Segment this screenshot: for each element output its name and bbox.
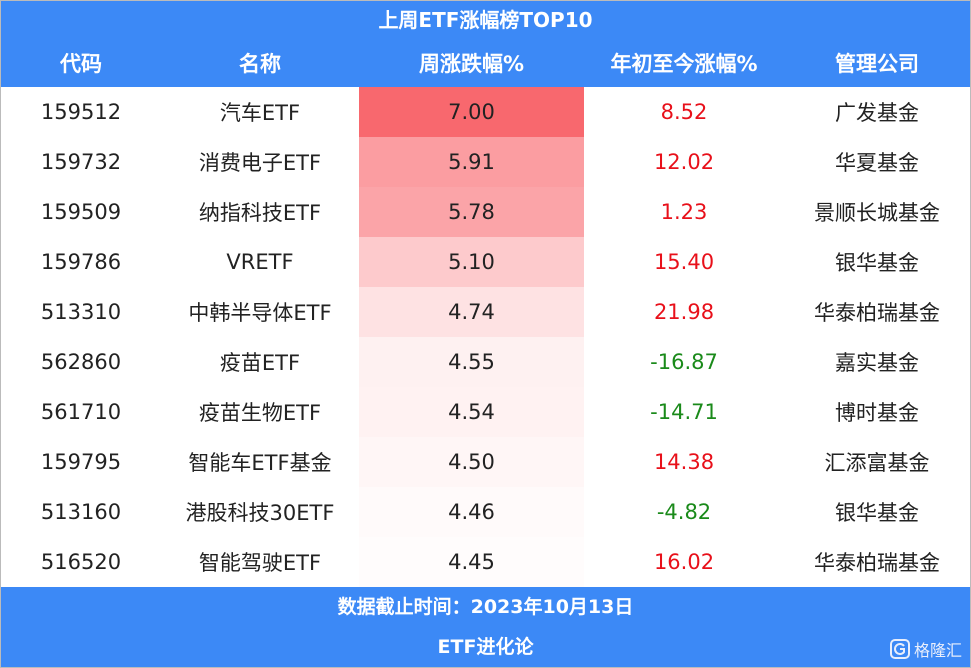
table-cell: 智能车ETF基金 bbox=[188, 451, 332, 475]
footer-source: ETF进化论 bbox=[437, 636, 534, 658]
table-cell: 疫苗生物ETF bbox=[198, 401, 322, 425]
table-cell: 562860 bbox=[40, 350, 122, 374]
table-cell: 广发基金 bbox=[835, 101, 919, 125]
table-cell: VRETF bbox=[226, 250, 294, 274]
table-row: 561710 疫苗生物ETF 4.54 -14.71 博时基金 bbox=[1, 387, 970, 437]
table-cell: 港股科技30ETF bbox=[185, 501, 335, 525]
table-row: 159732 消费电子ETF 5.91 12.02 华夏基金 bbox=[1, 137, 970, 187]
table-cell: 汽车ETF bbox=[219, 101, 301, 125]
table-row: 513160 港股科技30ETF 4.46 -4.82 银华基金 bbox=[1, 487, 970, 537]
table-cell: -14.71 bbox=[650, 400, 718, 424]
table-cell: 银华基金 bbox=[835, 501, 919, 525]
table-row: 159509 纳指科技ETF 5.78 1.23 景顺长城基金 bbox=[1, 187, 970, 237]
table-cell: 华泰柏瑞基金 bbox=[814, 301, 940, 325]
table-cell: 14.38 bbox=[653, 450, 715, 474]
footer: 数据截止时间：2023年10月13日 ETF进化论 格隆汇 bbox=[1, 587, 970, 667]
table-cell: 4.55 bbox=[359, 337, 584, 387]
table-cell: 159795 bbox=[40, 450, 122, 474]
table-cell: 4.46 bbox=[359, 487, 584, 537]
table-cell: 8.52 bbox=[660, 100, 708, 124]
title: 上周ETF涨幅榜TOP10 bbox=[1, 1, 970, 39]
watermark-text: 格隆汇 bbox=[913, 641, 962, 660]
table-cell: 516520 bbox=[40, 550, 122, 574]
table-cell: 21.98 bbox=[653, 300, 715, 324]
table-cell: 博时基金 bbox=[835, 401, 919, 425]
watermark-logo bbox=[889, 639, 910, 659]
table-cell: 华夏基金 bbox=[835, 151, 919, 175]
table-cell: 智能驾驶ETF bbox=[198, 551, 322, 575]
table-cell: 1.23 bbox=[660, 200, 708, 224]
table-row: 513310 中韩半导体ETF 4.74 21.98 华泰柏瑞基金 bbox=[1, 287, 970, 337]
header-cell: 年初至今涨幅% bbox=[610, 52, 758, 76]
table-row: 159512 汽车ETF 7.00 8.52 广发基金 bbox=[1, 87, 970, 137]
table-cell: 12.02 bbox=[653, 150, 715, 174]
header-cell: 名称 bbox=[239, 52, 281, 76]
table-cell: 中韩半导体ETF bbox=[188, 301, 332, 325]
table-row: 159786 VRETF 5.10 15.40 银华基金 bbox=[1, 237, 970, 287]
header-row: 代码 名称 周涨跌幅% 年初至今涨幅% 管理公司 bbox=[1, 39, 970, 87]
table-cell: 消费电子ETF bbox=[198, 151, 322, 175]
table-cell: 15.40 bbox=[653, 250, 715, 274]
watermark: 格隆汇 bbox=[889, 637, 962, 661]
table-cell: 汇添富基金 bbox=[824, 451, 930, 475]
table-cell: 513160 bbox=[40, 500, 122, 524]
table-cell: 513310 bbox=[40, 300, 122, 324]
table-cell: 纳指科技ETF bbox=[198, 201, 322, 225]
table-cell: 159512 bbox=[40, 100, 122, 124]
table-cell: -16.87 bbox=[650, 350, 718, 374]
table-row: 516520 智能驾驶ETF 4.45 16.02 华泰柏瑞基金 bbox=[1, 537, 970, 587]
table-row: 562860 疫苗ETF 4.55 -16.87 嘉实基金 bbox=[1, 337, 970, 387]
table-cell: 4.74 bbox=[359, 287, 584, 337]
table-cell: 疫苗ETF bbox=[219, 351, 301, 375]
table-cell: 159786 bbox=[40, 250, 122, 274]
table-cell: 4.54 bbox=[359, 387, 584, 437]
table-body: 159512 汽车ETF 7.00 8.52 广发基金 159732 消费电子ETF 5.91… bbox=[1, 87, 970, 587]
table-cell: 7.00 bbox=[359, 87, 584, 137]
table-cell: 5.91 bbox=[359, 137, 584, 187]
table-cell: 159732 bbox=[40, 150, 122, 174]
table-cell: 16.02 bbox=[653, 550, 715, 574]
table-cell: 景顺长城基金 bbox=[814, 201, 940, 225]
table-cell: 561710 bbox=[40, 400, 122, 424]
header-cell: 管理公司 bbox=[835, 52, 919, 76]
table-cell: 159509 bbox=[40, 200, 122, 224]
table-cell: 嘉实基金 bbox=[835, 351, 919, 375]
table-cell: 5.78 bbox=[359, 187, 584, 237]
table-row: 159795 智能车ETF基金 4.50 14.38 汇添富基金 bbox=[1, 437, 970, 487]
table-cell: 5.10 bbox=[359, 237, 584, 287]
header-cell: 代码 bbox=[60, 52, 102, 76]
table-cell: 华泰柏瑞基金 bbox=[814, 551, 940, 575]
table-cell: 银华基金 bbox=[835, 251, 919, 275]
table-cell: -4.82 bbox=[656, 500, 712, 524]
footer-date: 数据截止时间：2023年10月13日 bbox=[337, 596, 634, 618]
table-cell: 4.50 bbox=[359, 437, 584, 487]
header-cell: 周涨跌幅% bbox=[418, 52, 525, 76]
table-cell: 4.45 bbox=[359, 537, 584, 587]
